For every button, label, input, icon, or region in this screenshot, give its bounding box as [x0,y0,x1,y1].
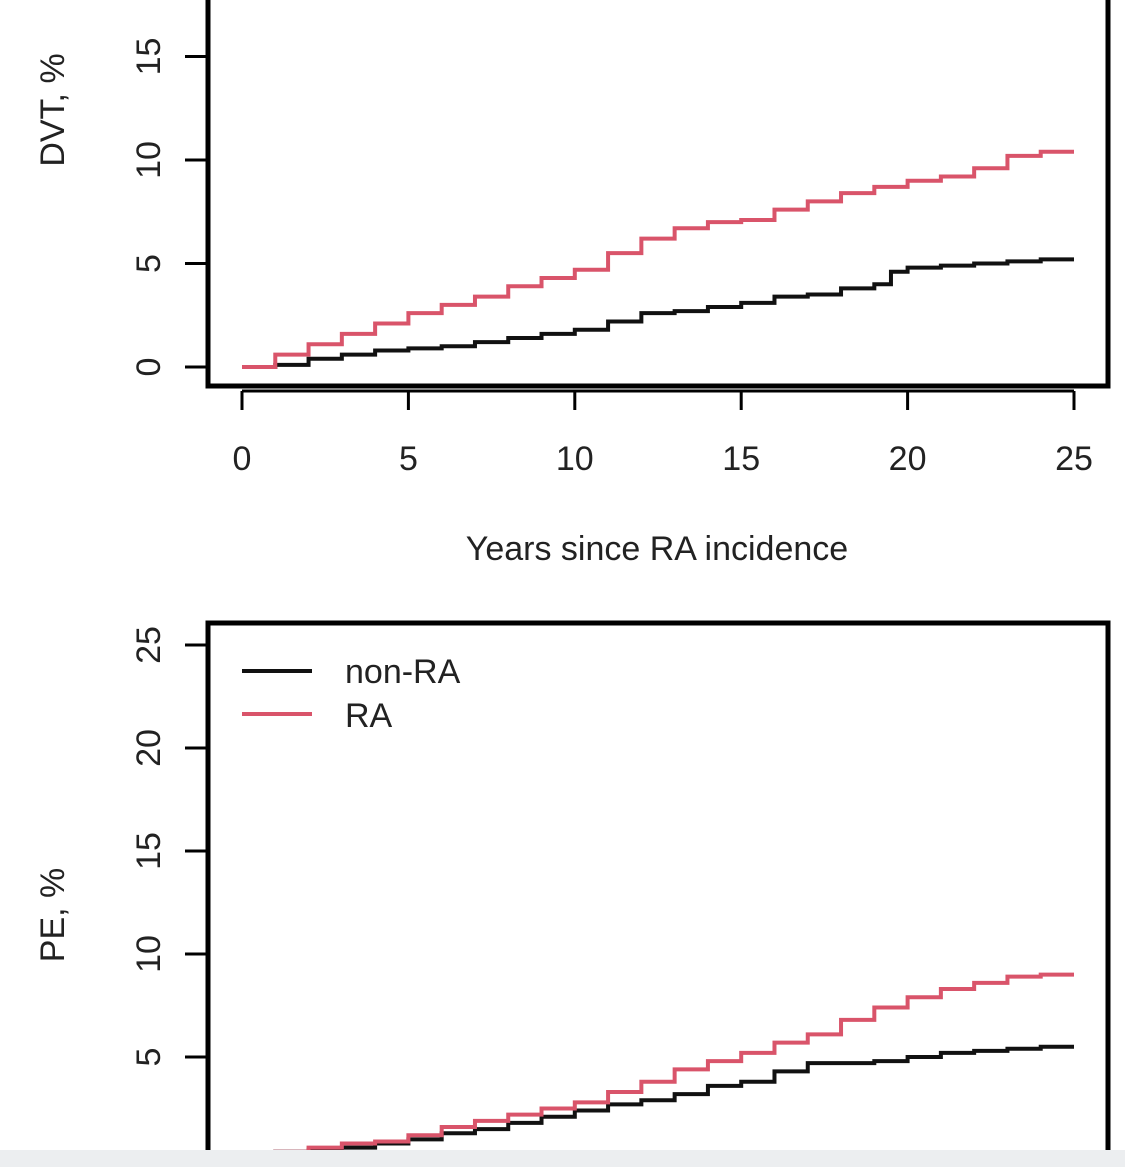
dvt-plot-frame [205,0,1111,389]
dvt-series-ra-line [242,149,1074,369]
dvt-y-tick-label: 5 [130,254,168,273]
dvt-y-axis-title: DVT, % [34,53,72,166]
pe-y-tick-label: 5 [130,1048,168,1067]
dvt-series-group [242,149,1074,369]
dvt-x-tick-label: 5 [399,440,418,478]
legend-label-ra: RA [345,697,393,735]
dvt-series-non-ra-line [242,257,1074,369]
pe-y-tick-label: 15 [130,832,168,870]
dvt-x-tick-label: 20 [889,440,927,478]
dvt-x-axis-title: Years since RA incidence [466,530,848,568]
bottom-edge-strip [0,1150,1125,1167]
dvt-x-tick-label: 10 [556,440,594,478]
dvt-x-tick-label: 15 [722,440,760,478]
dvt-y-tick-label: 15 [130,38,168,76]
pe-y-axis-title: PE, % [34,868,72,962]
legend: non-RA RA [242,653,461,735]
pe-y-tick-label: 25 [130,626,168,664]
dvt-x-axis: 0 5 10 15 20 25 [233,389,1093,478]
pe-series-group [242,972,1074,1162]
dvt-y-tick-label: 10 [130,141,168,179]
pe-plot-frame [205,620,1111,1167]
dvt-x-tick-label: 0 [233,440,252,478]
dvt-x-tick-label: 25 [1055,440,1093,478]
pe-series-ra-line [242,972,1074,1162]
pe-y-tick-label: 10 [130,935,168,973]
dvt-y-tick-label: 0 [130,358,168,377]
dvt-panel: 0 5 10 15 20 25 0 5 10 15 DVT, % Years since RA … [34,0,1111,568]
legend-label-non-ra: non-RA [345,653,461,691]
dvt-y-axis: 0 5 10 15 [130,38,206,377]
pe-y-tick-label: 20 [130,729,168,767]
